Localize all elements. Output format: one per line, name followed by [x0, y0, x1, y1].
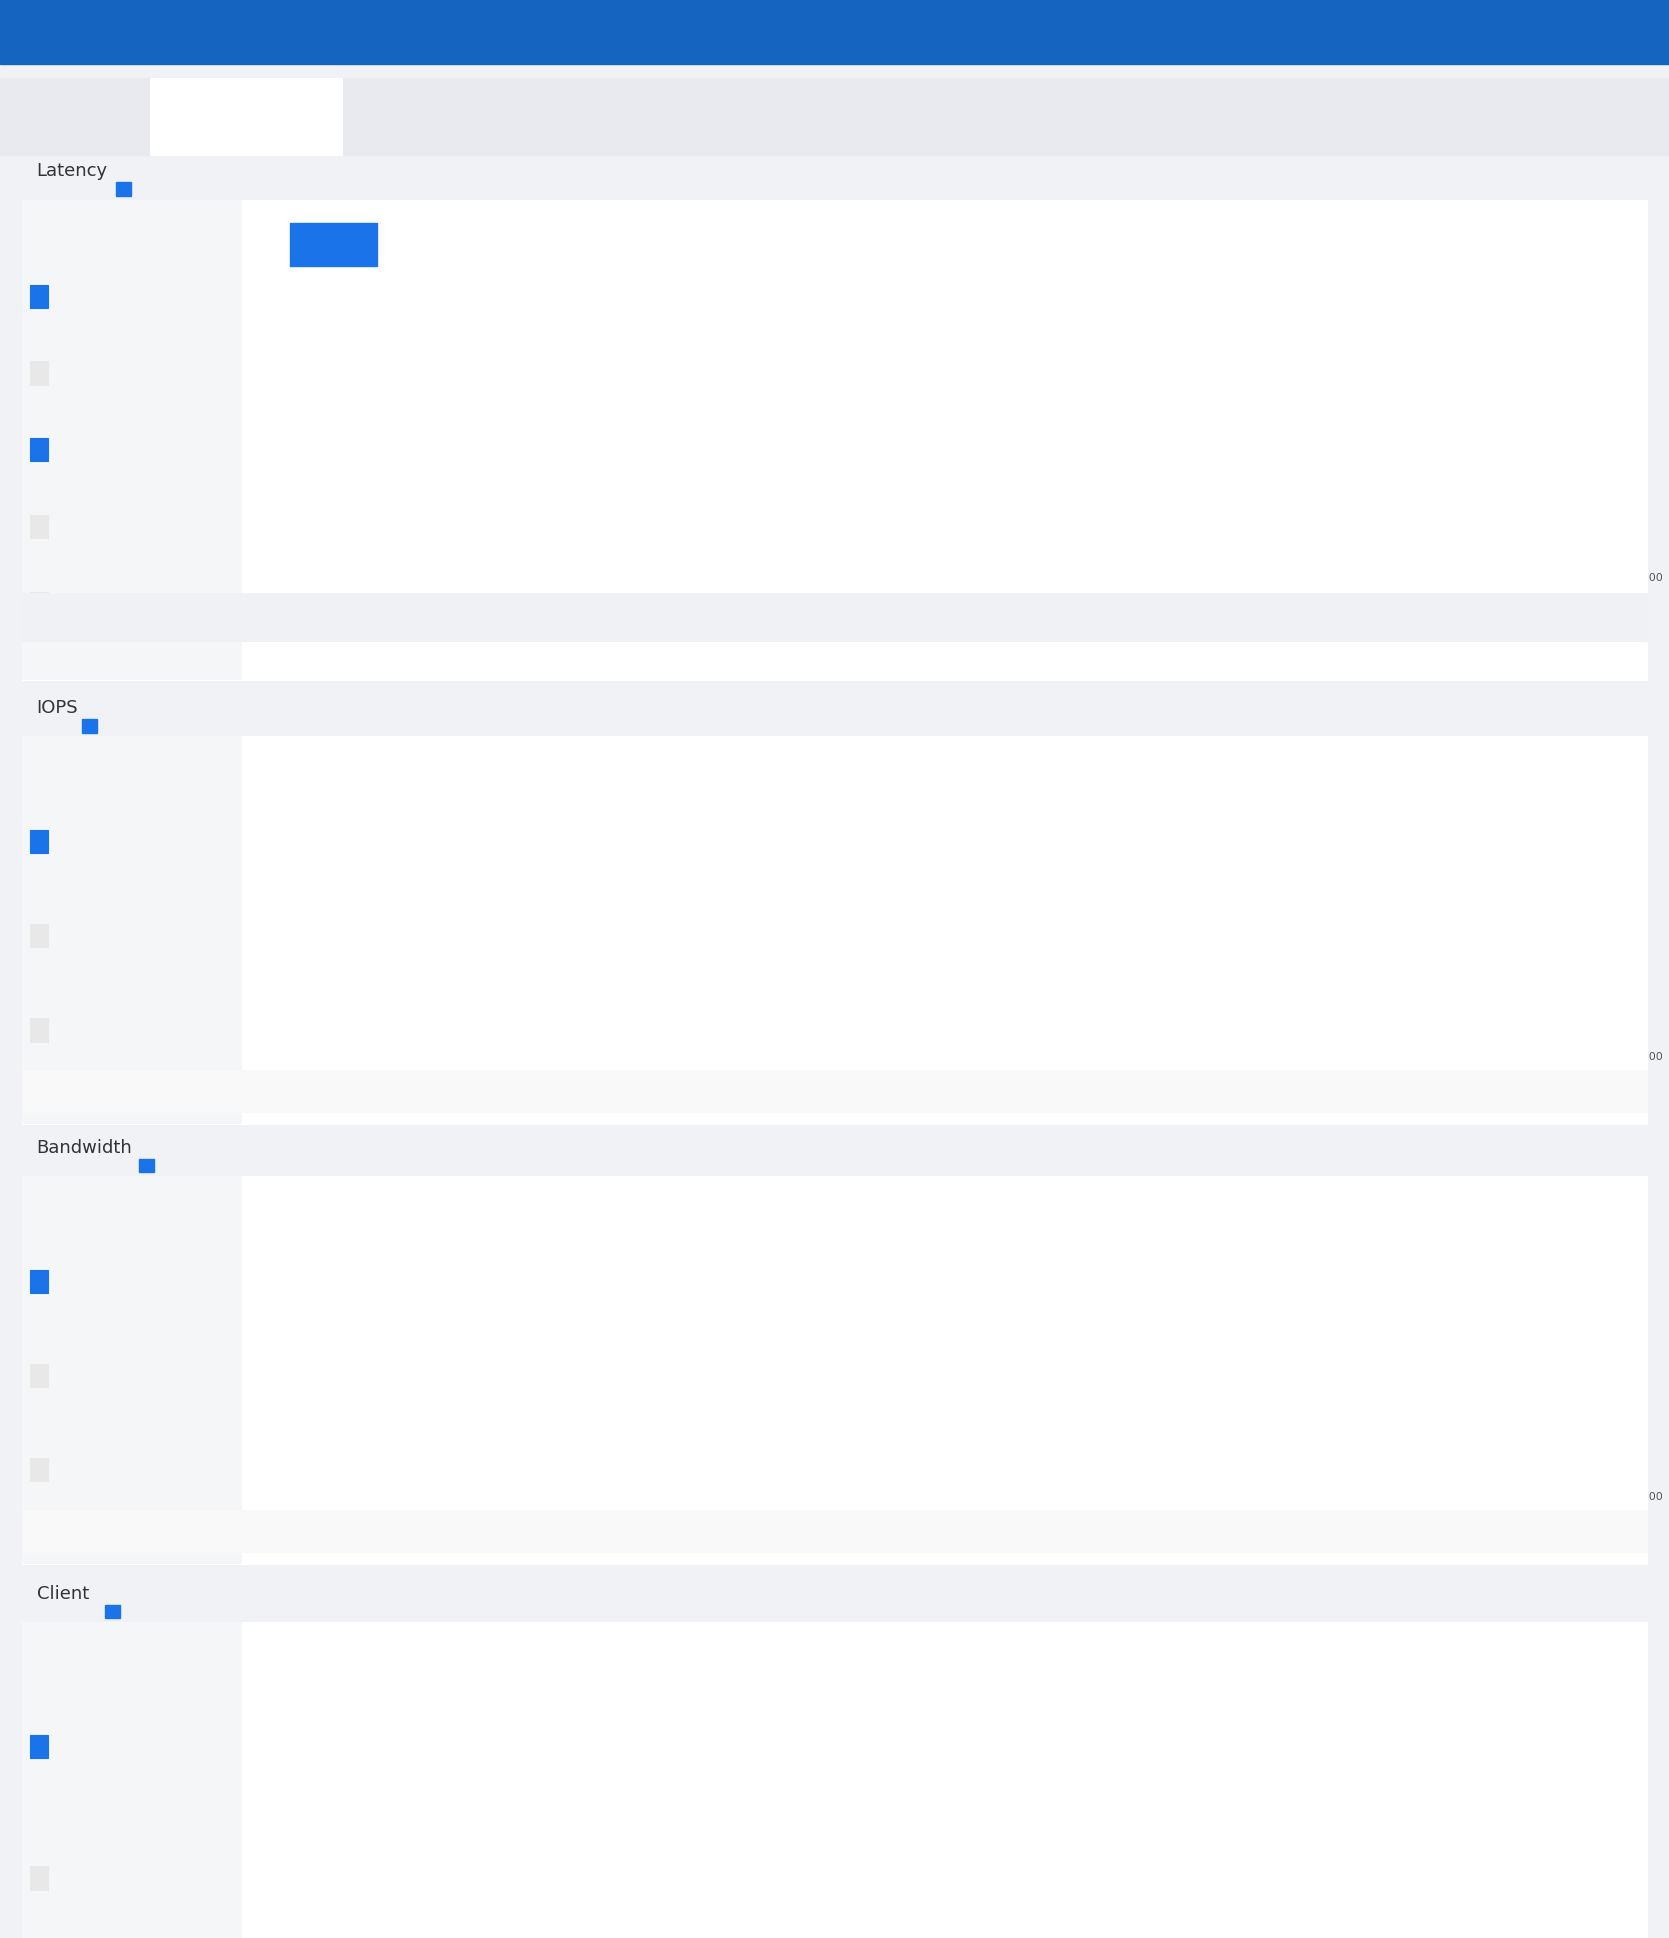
Text: Maximum  107 KBps: Maximum 107 KBps	[601, 1527, 723, 1539]
Text: DETAILS: DETAILS	[309, 236, 359, 248]
Bar	[818, 364, 824, 564]
Bar	[809, 297, 858, 568]
Text: Performance Impacts  2 (2 with anomaly): Performance Impacts 2 (2 with anomaly)	[272, 612, 502, 624]
Text: Performance Impact: Performance Impact	[37, 236, 155, 248]
Text: May 31, 2024 01:35: May 31, 2024 01:35	[177, 236, 295, 248]
Text: Configuration Changes: Configuration Changes	[57, 1023, 200, 1037]
Bar	[250, 609, 269, 628]
Text: Latency: Latency	[57, 289, 107, 302]
Text: ▪  Performance: ▪ Performance	[162, 114, 277, 126]
Text: ✓: ✓	[35, 1277, 43, 1287]
Text: Historical Seasonality: Historical Seasonality	[57, 1370, 192, 1382]
Text: Bandwidth: Bandwidth	[37, 1140, 132, 1157]
Text: ✓: ✓	[35, 291, 43, 300]
Text: Maximum  54.8 IOPS: Maximum 54.8 IOPS	[601, 1087, 723, 1099]
Bar	[796, 492, 838, 564]
Bar	[1118, 380, 1125, 564]
Text: Metric: Metric	[83, 1203, 122, 1217]
Text: IOPS: IOPS	[57, 835, 85, 849]
Text: →  Anomaly  ↑ HIGH: → Anomaly ↑ HIGH	[584, 612, 698, 624]
Text: Configuration Changes: Configuration Changes	[57, 1872, 200, 1884]
Text: Metric: Metric	[83, 764, 122, 777]
Text: →  Anomaly: → Anomaly	[1168, 1087, 1237, 1099]
Text: Average  52.5 IOPS: Average 52.5 IOPS	[309, 1087, 422, 1099]
Text: ✓  NONE: ✓ NONE	[1324, 1527, 1375, 1539]
Bar	[1102, 502, 1135, 564]
Text: Configuration Changes: Configuration Changes	[57, 519, 200, 533]
Text: Minimum  50.1 IOPS: Minimum 50.1 IOPS	[890, 1087, 1008, 1099]
Text: ▾: ▾	[275, 236, 282, 248]
Text: Client: Client	[57, 1740, 93, 1752]
Bar	[117, 182, 132, 196]
Text: ✓: ✓	[35, 837, 43, 847]
Text: Metric: Metric	[83, 227, 122, 240]
Text: Minimum  98 KBps: Minimum 98 KBps	[890, 1527, 1000, 1539]
Text: ≡  Security Office › Node 1: ≡ Security Office › Node 1	[37, 41, 242, 56]
Text: ✓  NONE: ✓ NONE	[1324, 1087, 1375, 1099]
Bar	[139, 1159, 154, 1172]
Bar	[105, 1605, 120, 1618]
Text: Metric: Metric	[83, 1649, 122, 1663]
Text: IOPS: IOPS	[37, 700, 78, 717]
Text: ✓: ✓	[35, 1742, 43, 1750]
Bar	[1103, 297, 1152, 568]
Text: ○  Properties: ○ Properties	[50, 114, 137, 126]
Text: Average  102.4 KBps: Average 102.4 KBps	[309, 1527, 432, 1539]
Text: →  Anomaly: → Anomaly	[1168, 1527, 1237, 1539]
Text: Latency: Latency	[37, 163, 108, 180]
Text: Performance Impacts: Performance Impacts	[57, 597, 190, 610]
Text: Anomaly: Anomaly	[57, 444, 112, 455]
Text: Bandwidth: Bandwidth	[57, 1275, 124, 1289]
Text: Historical Seasonality: Historical Seasonality	[57, 930, 192, 942]
Bar	[82, 719, 97, 733]
Text: Configuration Changes: Configuration Changes	[57, 1463, 200, 1477]
Text: Client: Client	[37, 1585, 88, 1603]
Text: Historical Seasonality: Historical Seasonality	[57, 366, 192, 380]
Text: ✓: ✓	[35, 446, 43, 453]
